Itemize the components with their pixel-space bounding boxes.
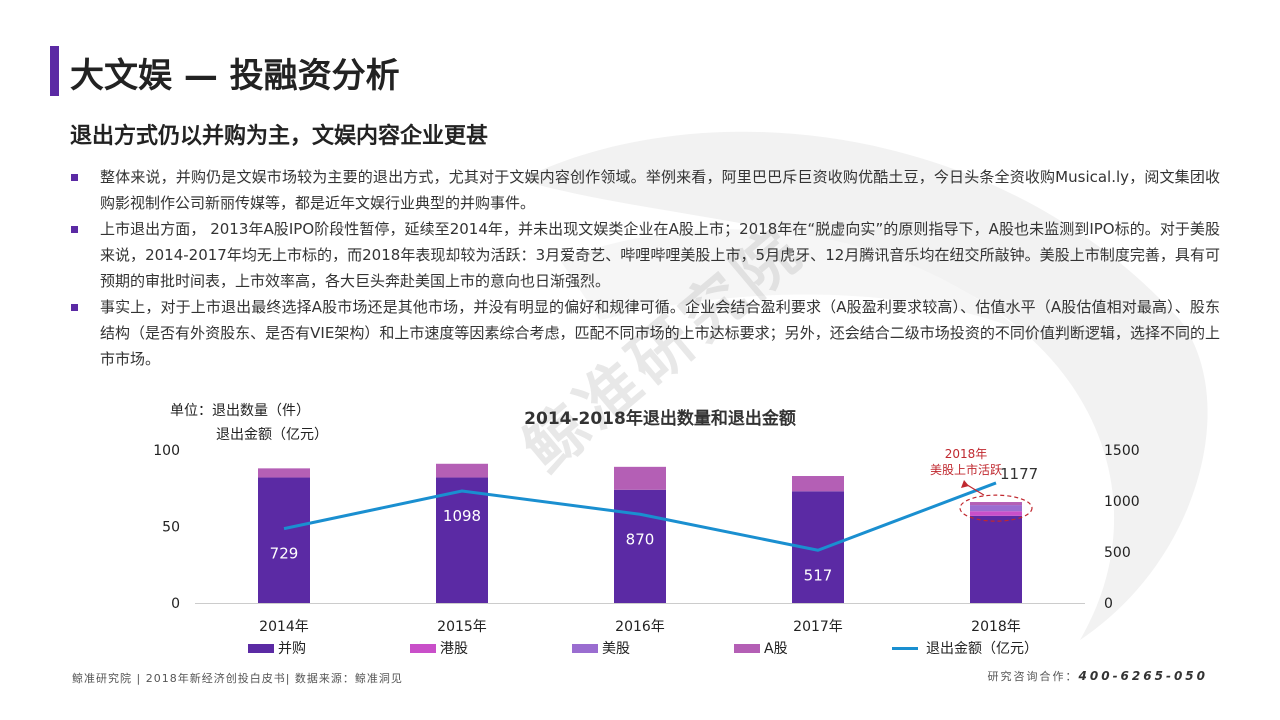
legend-swatch-mna: [248, 643, 274, 653]
x-tick-label: 2016年: [615, 619, 665, 635]
title-accent-bar: [50, 46, 59, 96]
bar-segment: [614, 466, 666, 490]
bar-segment: [436, 477, 488, 603]
bar-segment: [436, 463, 488, 478]
bar-segment: [970, 502, 1022, 506]
y-right-tick-label: 500: [1104, 545, 1131, 561]
legend-item-hk: 港股: [410, 638, 468, 658]
y-right-tick-label: 0: [1104, 596, 1113, 612]
bullet-item: 上市退出方面， 2013年A股IPO阶段性暂停，延续至2014年，并未出现文娱类…: [70, 216, 1220, 294]
legend-label-mna: 并购: [278, 641, 306, 657]
legend-item-us: 美股: [572, 638, 630, 658]
legend-line-amount: [892, 646, 918, 650]
annotation-text: 美股上市活跃: [930, 462, 1002, 477]
y-left-tick-label: 0: [171, 596, 180, 612]
page-title: 大文娱 — 投融资分析: [70, 56, 400, 96]
footer-contact-label: 研究咨询合作：: [987, 670, 1079, 683]
legend-swatch-us: [572, 643, 598, 653]
line-series-amount: [283, 481, 997, 552]
y-right-tick-label: 1000: [1104, 494, 1140, 510]
legend-label-hk: 港股: [440, 641, 468, 657]
bar-segment: [614, 489, 666, 603]
bar-segment: [970, 505, 1022, 512]
x-tick-label: 2015年: [437, 619, 487, 635]
unit-label-amount: 退出金额（亿元）: [216, 427, 328, 443]
x-tick-label: 2018年: [971, 619, 1021, 635]
x-tick-label: 2017年: [793, 619, 843, 635]
legend-item-a-share: A股: [734, 638, 788, 658]
x-tick-label: 2014年: [259, 619, 309, 635]
line-data-label: 517: [804, 566, 833, 584]
y-left-tick-label: 100: [153, 443, 180, 459]
legend-label-us: 美股: [602, 641, 630, 657]
legend-label-amount: 退出金额（亿元）: [926, 641, 1038, 657]
bar-segment: [792, 476, 844, 492]
y-left-tick-label: 50: [162, 520, 180, 536]
footer-source: 鲸准研究院 | 2018年新经济创投白皮书| 数据来源：鲸准洞见: [72, 672, 403, 685]
legend-item-mna: 并购: [248, 638, 306, 658]
y-right-tick-label: 1500: [1104, 443, 1140, 459]
bar-segment: [258, 468, 310, 478]
bar-segment: [970, 511, 1022, 516]
line-data-label: 870: [626, 530, 655, 548]
bar-segment: [258, 477, 310, 603]
footer-contact: 研究咨询合作：400-6265-050: [988, 668, 1208, 684]
annotation-text: 2018年: [945, 447, 988, 461]
footer-contact-phone: 400-6265-050: [1078, 669, 1208, 683]
page-subtitle: 退出方式仍以并购为主，文娱内容企业更甚: [70, 124, 489, 149]
line-data-label: 1177: [1000, 465, 1038, 483]
annotation-ellipse: [959, 494, 1033, 522]
annotation-arrow-head: [961, 480, 969, 488]
legend-item-amount: 退出金额（亿元）: [892, 638, 1038, 658]
legend-swatch-a-share: [734, 643, 760, 653]
line-data-label: 1098: [443, 507, 481, 525]
unit-label-count: 单位：退出数量（件）: [170, 403, 310, 419]
chart-title: 2014-2018年退出数量和退出金额: [524, 409, 796, 429]
bar-segment: [970, 515, 1022, 603]
legend-swatch-hk: [410, 643, 436, 653]
bullet-item: 整体来说，并购仍是文娱市场较为主要的退出方式，尤其对于文娱内容创作领域。举例来看…: [70, 164, 1220, 216]
line-data-label: 729: [270, 545, 299, 563]
bullet-item: 事实上，对于上市退出最终选择A股市场还是其他市场，并没有明显的偏好和规律可循。企…: [70, 294, 1220, 372]
legend-label-a-share: A股: [764, 641, 788, 657]
bullet-list: 整体来说，并购仍是文娱市场较为主要的退出方式，尤其对于文娱内容创作领域。举例来看…: [70, 164, 1220, 372]
chart-legend: 并购 港股 美股 A股 退出金额（亿元）: [0, 638, 1280, 660]
